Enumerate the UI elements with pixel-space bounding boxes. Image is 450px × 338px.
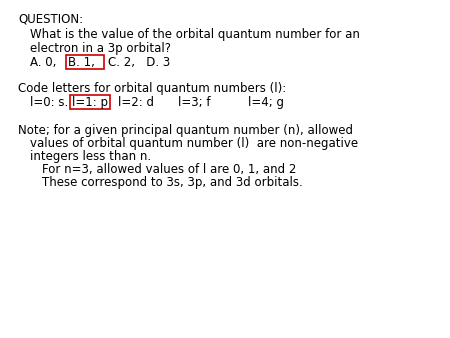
Text: Code letters for orbital quantum numbers (l):: Code letters for orbital quantum numbers… [18,82,286,95]
Bar [66,55,104,69]
Text: A. 0,: A. 0, [30,56,56,69]
Text: l=0: s.: l=0: s. [30,96,68,109]
Text: For n=3, allowed values of l are 0, 1, and 2: For n=3, allowed values of l are 0, 1, a… [42,163,297,176]
Text: electron in a 3p orbital?: electron in a 3p orbital? [30,42,171,55]
Text: QUESTION:: QUESTION: [18,12,83,25]
Bar [70,95,110,109]
Text: What is the value of the orbital quantum number for an: What is the value of the orbital quantum… [30,28,360,41]
Text: l=2: d: l=2: d [118,96,154,109]
Text: These correspond to 3s, 3p, and 3d orbitals.: These correspond to 3s, 3p, and 3d orbit… [42,176,303,189]
Text: l=4; g: l=4; g [248,96,284,109]
Text: l=3; f: l=3; f [178,96,211,109]
Text: l=1: p: l=1: p [72,96,108,109]
Text: C. 2,   D. 3: C. 2, D. 3 [108,56,170,69]
Text: Note; for a given principal quantum number (n), allowed: Note; for a given principal quantum numb… [18,124,353,137]
Text: values of orbital quantum number (l)  are non-negative: values of orbital quantum number (l) are… [30,137,358,150]
Text: B. 1,: B. 1, [68,56,95,69]
Text: integers less than n.: integers less than n. [30,150,151,163]
